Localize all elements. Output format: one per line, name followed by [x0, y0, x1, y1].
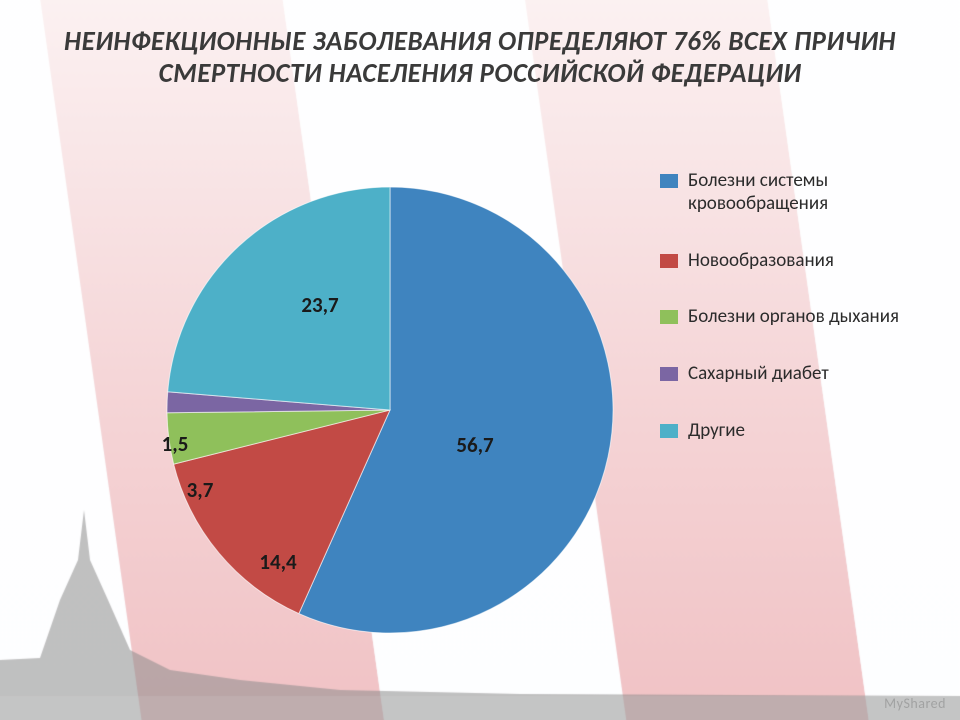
- legend-swatch-4: [660, 424, 678, 438]
- chart-legend: Болезни системы кровообращения Новообразо…: [660, 170, 940, 477]
- legend-item-1: Новообразования: [660, 250, 940, 273]
- page-title: НЕИНФЕКЦИОННЫЕ ЗАБОЛЕВАНИЯ ОПРЕДЕЛЯЮТ 76…: [0, 0, 960, 91]
- watermark: MyShared: [884, 695, 946, 712]
- legend-label-1: Новообразования: [688, 250, 834, 273]
- legend-item-2: Болезни органов дыхания: [660, 306, 940, 329]
- pie-slice-4: [168, 187, 390, 410]
- legend-label-2: Болезни органов дыхания: [688, 306, 899, 329]
- pie-label-1: 14,4: [259, 549, 296, 575]
- legend-swatch-3: [660, 367, 678, 381]
- legend-item-3: Сахарный диабет: [660, 363, 940, 386]
- pie-label-0: 56,7: [456, 432, 493, 458]
- pie-chart-area: 56,7 14,4 3,7 1,5 23,7 Болезни системы крово…: [0, 160, 960, 680]
- pie-label-3: 1,5: [162, 431, 189, 457]
- legend-label-4: Другие: [688, 420, 745, 443]
- legend-item-4: Другие: [660, 420, 940, 443]
- legend-swatch-0: [660, 174, 678, 188]
- pie-chart: [160, 180, 620, 640]
- legend-swatch-2: [660, 310, 678, 324]
- legend-item-0: Болезни системы кровообращения: [660, 170, 940, 216]
- pie-label-4: 23,7: [301, 292, 338, 318]
- pie-label-2: 3,7: [187, 477, 214, 503]
- legend-swatch-1: [660, 254, 678, 268]
- legend-label-0: Болезни системы кровообращения: [688, 170, 940, 216]
- legend-label-3: Сахарный диабет: [688, 363, 829, 386]
